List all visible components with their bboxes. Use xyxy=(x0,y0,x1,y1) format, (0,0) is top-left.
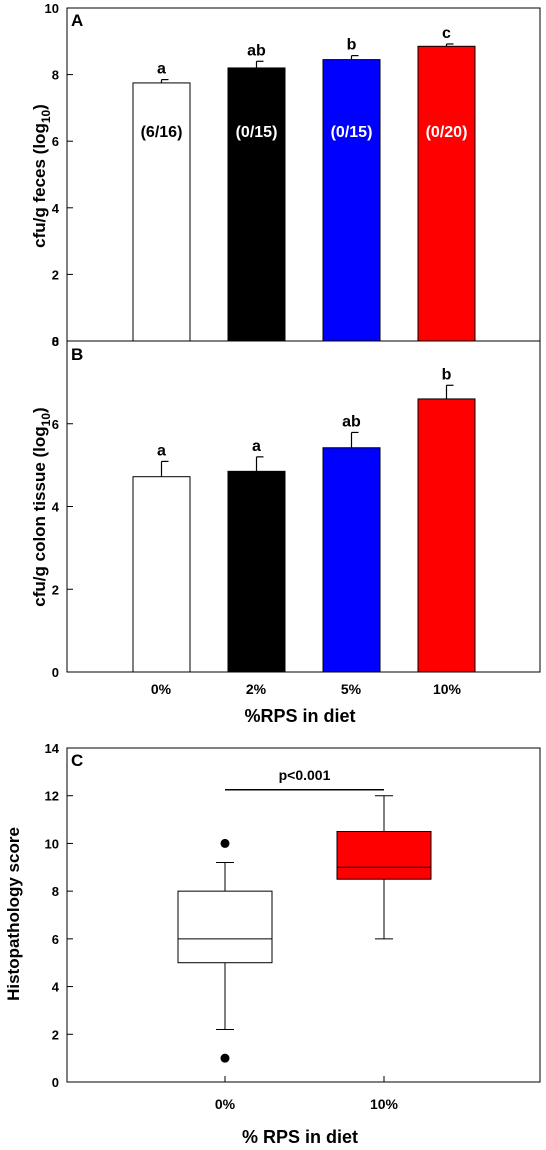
y-tick-label: 8 xyxy=(52,334,59,349)
y-tick-label: 8 xyxy=(52,68,59,83)
significance-letter: a xyxy=(157,442,166,459)
y-tick-label: 6 xyxy=(52,417,59,432)
y-tick-label: 0 xyxy=(52,665,59,680)
panel-a: A cfu/g feces (log10) 0 2 4 6 8 10 a (6/16) ab (… xyxy=(30,1,541,349)
bar-5% xyxy=(322,447,381,673)
significance-letter: b xyxy=(442,366,452,383)
significance-letter: a xyxy=(252,438,261,455)
significance-letter: ab xyxy=(342,413,361,430)
y-tick-label: 2 xyxy=(52,1027,59,1042)
bar-2% xyxy=(227,470,286,673)
y-tick-label: 0 xyxy=(52,334,59,349)
x-tick-label: 0% xyxy=(151,681,172,697)
bar-count-label: (0/15) xyxy=(236,124,278,141)
y-tick-label: 2 xyxy=(52,582,59,597)
y-tick-label: 0 xyxy=(52,1075,59,1090)
panel-c-x-axis-label: % RPS in diet xyxy=(242,1127,358,1147)
x-tick-label: 5% xyxy=(341,681,362,697)
bar-count-label: (0/20) xyxy=(426,124,468,141)
panel-a-y-axis-label: cfu/g feces (log10) xyxy=(30,104,53,248)
significance-letter: b xyxy=(347,37,357,54)
bar-0% xyxy=(132,476,191,673)
bar-10% xyxy=(417,45,476,342)
x-tick-label: 10% xyxy=(370,1096,399,1112)
box-10% xyxy=(336,831,432,880)
y-tick-label: 4 xyxy=(52,201,60,216)
box-0% xyxy=(177,890,273,964)
panel-b-letter: B xyxy=(71,345,83,364)
y-tick-label: 10 xyxy=(45,836,59,851)
significance-letter: ab xyxy=(247,42,266,59)
y-tick-label: 4 xyxy=(52,980,60,995)
x-tick-label: 0% xyxy=(215,1096,236,1112)
x-tick-label: 10% xyxy=(433,681,462,697)
bar-2% xyxy=(227,67,286,342)
outlier-point xyxy=(220,838,230,848)
outlier-point xyxy=(220,1053,230,1063)
bar-10% xyxy=(417,398,476,673)
significance-letter: a xyxy=(157,61,166,78)
bar-0% xyxy=(132,82,191,342)
bar-count-label: (6/16) xyxy=(141,124,183,141)
panel-b: B cfu/g colon tissue (log10) 0 2 4 6 8 a 0% a 2… xyxy=(30,334,541,726)
panel-b-y-axis-label: cfu/g colon tissue (log10) xyxy=(30,407,53,606)
y-tick-label: 8 xyxy=(52,884,59,899)
x-tick-label: 2% xyxy=(246,681,267,697)
panel-c-letter: C xyxy=(71,751,83,770)
y-tick-label: 2 xyxy=(52,267,59,282)
y-tick-label: 12 xyxy=(45,789,59,804)
y-tick-label: 4 xyxy=(52,500,60,515)
panel-b-x-axis-label: %RPS in diet xyxy=(244,706,355,726)
y-tick-label: 14 xyxy=(45,741,60,756)
panel-c-y-axis-label: Histopathology score xyxy=(4,827,23,1001)
p-value-annotation: p<0.001 xyxy=(279,767,331,783)
significance-letter: c xyxy=(442,25,451,42)
panel-c-frame xyxy=(66,747,541,1083)
bar-count-label: (0/15) xyxy=(331,124,373,141)
y-tick-label: 6 xyxy=(52,134,59,149)
panel-c: C Histopathology score 0 2 4 6 8 10 12 14 0% 10%… xyxy=(4,741,541,1147)
panel-a-letter: A xyxy=(71,11,83,30)
y-tick-label: 6 xyxy=(52,932,59,947)
bar-5% xyxy=(322,59,381,342)
y-tick-label: 10 xyxy=(45,1,59,16)
